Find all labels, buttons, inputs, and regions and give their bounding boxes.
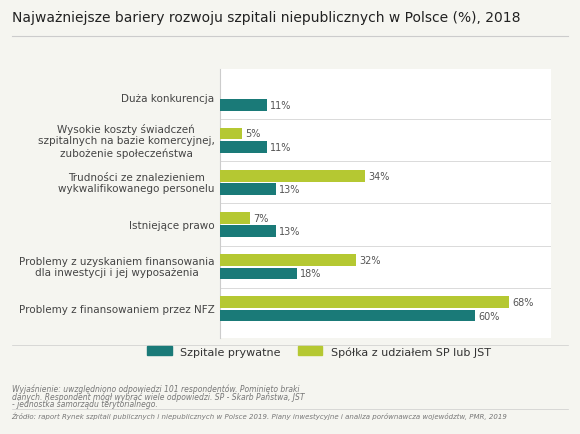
Text: 13%: 13% — [279, 185, 300, 195]
Text: 5%: 5% — [245, 129, 260, 139]
Text: 11%: 11% — [270, 101, 292, 111]
Text: 13%: 13% — [279, 227, 300, 237]
Text: Problemy z uzyskaniem finansowania
dla inwestycji i jej wyposażenia: Problemy z uzyskaniem finansowania dla i… — [19, 256, 215, 278]
Bar — [220, 296, 509, 308]
Bar — [220, 268, 297, 279]
Text: 68%: 68% — [512, 297, 534, 307]
Text: Istniejące prawo: Istniejące prawo — [129, 220, 215, 230]
Text: Wyjaśnienie: uwzględniono odpowiedzi 101 respondentów. Pominięto braki: Wyjaśnienie: uwzględniono odpowiedzi 101… — [12, 384, 299, 394]
Bar — [220, 171, 364, 182]
Bar — [220, 128, 242, 140]
Text: 32%: 32% — [360, 255, 381, 265]
Text: Najważniejsze bariery rozwoju szpitali niepublicznych w Polsce (%), 2018: Najważniejsze bariery rozwoju szpitali n… — [12, 11, 520, 25]
Text: Wysokie koszty świadczeń
szpitalnych na bazie komercyjnej,
zubożenie społeczeńst: Wysokie koszty świadczeń szpitalnych na … — [38, 124, 215, 158]
Text: Trudności ze znalezieniem
wykwalifikowanego personelu: Trudności ze znalezieniem wykwalifikowan… — [58, 172, 215, 194]
Text: Źródło: raport Rynek szpitali publicznych i niepublicznych w Polsce 2019. Plany : Źródło: raport Rynek szpitali publicznyc… — [12, 411, 508, 419]
Bar — [220, 212, 250, 224]
Text: 18%: 18% — [300, 269, 321, 279]
Text: 11%: 11% — [270, 143, 292, 153]
Text: Duża konkurencja: Duża konkurencja — [121, 94, 215, 104]
Text: 34%: 34% — [368, 171, 389, 181]
Bar — [220, 254, 356, 266]
Text: 7%: 7% — [253, 213, 269, 223]
Text: - jednostka samorządu terytorialnego.: - jednostka samorządu terytorialnego. — [12, 399, 157, 408]
Bar — [220, 142, 267, 154]
Bar — [220, 310, 474, 322]
Bar — [220, 226, 276, 238]
Text: Problemy z finansowaniem przez NFZ: Problemy z finansowaniem przez NFZ — [19, 304, 215, 314]
Text: danych. Respondent mógł wybrać wiele odpowiedzi. SP - Skarb Państwa, JST: danych. Respondent mógł wybrać wiele odp… — [12, 391, 304, 401]
Text: 60%: 60% — [478, 311, 499, 321]
Bar — [220, 184, 276, 196]
Bar — [220, 100, 267, 112]
Legend: Szpitale prywatne, Spółka z udziałem SP lub JST: Szpitale prywatne, Spółka z udziałem SP … — [143, 342, 495, 361]
